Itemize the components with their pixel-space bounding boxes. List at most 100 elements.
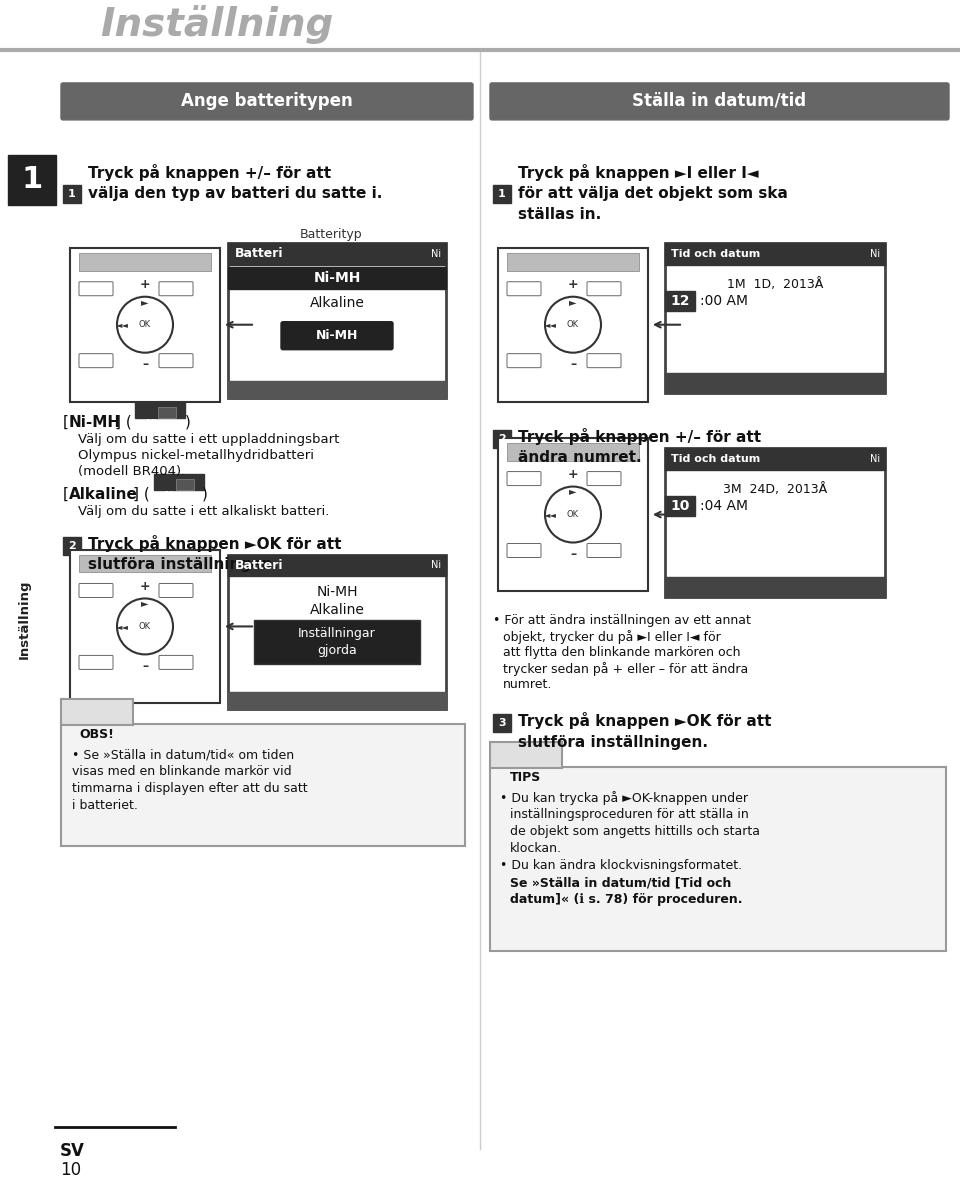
FancyBboxPatch shape [587, 354, 621, 368]
Text: Inställning: Inställning [100, 5, 333, 44]
FancyBboxPatch shape [665, 578, 885, 598]
Text: Alkaline: Alkaline [309, 296, 365, 310]
FancyBboxPatch shape [498, 247, 648, 401]
Text: trycker sedan på + eller – för att ändra: trycker sedan på + eller – för att ändra [503, 662, 748, 676]
Text: 10: 10 [60, 1162, 82, 1179]
Text: 24TIM: 24TIM [851, 398, 880, 407]
Text: Tryck på knappen ►I eller I◄
för att välja det objekt som ska
ställas in.: Tryck på knappen ►I eller I◄ för att väl… [518, 163, 788, 221]
FancyBboxPatch shape [587, 471, 621, 485]
Text: att flytta den blinkande markören och: att flytta den blinkande markören och [503, 646, 740, 659]
FancyBboxPatch shape [507, 543, 541, 558]
FancyBboxPatch shape [507, 471, 541, 485]
Text: ◄◄: ◄◄ [543, 320, 557, 329]
FancyBboxPatch shape [498, 438, 648, 592]
Text: 2: 2 [498, 433, 506, 444]
FancyBboxPatch shape [490, 83, 949, 120]
Text: • Se »Ställa in datum/tid« om tiden: • Se »Ställa in datum/tid« om tiden [72, 748, 294, 761]
FancyBboxPatch shape [493, 430, 511, 448]
Text: Ni-MH: Ni-MH [313, 271, 361, 284]
Text: :04 AM: :04 AM [700, 498, 748, 513]
Text: Välj om du satte i ett uppladdningsbart: Välj om du satte i ett uppladdningsbart [78, 432, 340, 445]
Text: Tid och datum: Tid och datum [671, 249, 760, 259]
Text: OK: OK [139, 622, 151, 631]
Text: i batteriet.: i batteriet. [72, 799, 138, 812]
Text: timmarna i displayen efter att du satt: timmarna i displayen efter att du satt [72, 783, 307, 796]
FancyBboxPatch shape [79, 252, 211, 271]
FancyBboxPatch shape [507, 252, 639, 271]
Text: ►: ► [569, 487, 577, 496]
FancyBboxPatch shape [61, 725, 465, 847]
Text: Batterityp: Batterityp [300, 227, 363, 240]
FancyBboxPatch shape [281, 322, 393, 349]
Text: Batteri: Batteri [235, 247, 283, 260]
Text: ] (: ] ( [133, 487, 150, 502]
Text: • Du kan trycka på ►OK-knappen under: • Du kan trycka på ►OK-knappen under [500, 791, 748, 805]
Text: • För att ändra inställningen av ett annat: • För att ändra inställningen av ett ann… [493, 614, 751, 628]
FancyBboxPatch shape [70, 247, 220, 401]
Text: Inställning: Inställning [17, 580, 31, 659]
Text: –: – [570, 359, 576, 371]
Text: ◄◄: ◄◄ [115, 320, 129, 329]
FancyBboxPatch shape [228, 554, 446, 577]
Text: 1: 1 [68, 188, 76, 199]
Text: TILLBAKA: TILLBAKA [671, 603, 717, 612]
Text: ►: ► [141, 598, 149, 609]
FancyBboxPatch shape [159, 354, 193, 368]
Text: Tryck på knappen +/– för att
välja den typ av batteri du satte i.: Tryck på knappen +/– för att välja den t… [88, 163, 382, 201]
Text: 3M  24D,  2013Å: 3M 24D, 2013Å [723, 483, 828, 496]
Text: Ni-MH: Ni-MH [69, 414, 121, 430]
Text: 1: 1 [21, 166, 42, 194]
FancyBboxPatch shape [490, 742, 562, 768]
FancyBboxPatch shape [228, 381, 446, 398]
Text: [: [ [63, 414, 69, 430]
Text: +: + [567, 278, 578, 291]
Text: Inställningar
gjorda: Inställningar gjorda [299, 628, 376, 657]
FancyBboxPatch shape [665, 448, 885, 598]
Text: [: [ [63, 487, 69, 502]
FancyBboxPatch shape [507, 443, 639, 461]
Text: Alkaline: Alkaline [309, 604, 365, 617]
Text: Ni: Ni [431, 249, 441, 259]
Text: Se »Ställa in datum/tid [Tid och: Se »Ställa in datum/tid [Tid och [510, 876, 732, 889]
Text: 24TIM: 24TIM [851, 603, 880, 612]
Text: TILLBAKA: TILLBAKA [671, 398, 717, 407]
FancyBboxPatch shape [493, 185, 511, 202]
Text: Olympus nickel-metallhydridbatteri: Olympus nickel-metallhydridbatteri [78, 449, 314, 462]
Text: • Du kan ändra klockvisningsformatet.: • Du kan ändra klockvisningsformatet. [500, 860, 742, 873]
FancyBboxPatch shape [490, 767, 946, 951]
FancyBboxPatch shape [135, 401, 185, 418]
Text: Tid och datum: Tid och datum [671, 453, 760, 464]
Text: Välj om du satte i ett alkaliskt batteri.: Välj om du satte i ett alkaliskt batteri… [78, 504, 329, 517]
FancyBboxPatch shape [159, 656, 193, 669]
FancyBboxPatch shape [665, 243, 885, 265]
Text: datum]« (ℹ s. 78) för proceduren.: datum]« (ℹ s. 78) för proceduren. [510, 893, 742, 906]
Text: Tryck på knappen +/– för att
ändra numret.: Tryck på knappen +/– för att ändra numre… [518, 427, 761, 465]
Text: –: – [570, 548, 576, 561]
FancyBboxPatch shape [79, 584, 113, 598]
FancyBboxPatch shape [63, 536, 81, 554]
Text: Alkaline: Alkaline [69, 487, 138, 502]
Text: OK: OK [567, 510, 579, 519]
Text: Ni: Ni [431, 560, 441, 571]
Text: +: + [140, 278, 151, 291]
Text: 1M  1D,  2013Å: 1M 1D, 2013Å [727, 278, 823, 291]
FancyBboxPatch shape [79, 554, 211, 573]
Text: 3: 3 [498, 719, 506, 728]
FancyBboxPatch shape [665, 291, 695, 310]
Text: ): ) [185, 414, 191, 430]
Text: Ni: Ni [870, 249, 880, 259]
FancyBboxPatch shape [61, 83, 473, 120]
Text: –: – [142, 659, 148, 673]
Text: 10: 10 [670, 498, 689, 513]
Text: 1: 1 [498, 188, 506, 199]
FancyBboxPatch shape [665, 448, 885, 470]
Text: ►mM: ►mM [233, 400, 258, 411]
Text: ): ) [202, 487, 208, 502]
Text: Ni: Ni [870, 453, 880, 464]
FancyBboxPatch shape [507, 354, 541, 368]
Text: inställningsproceduren för att ställa in: inställningsproceduren för att ställa in [510, 809, 749, 822]
FancyBboxPatch shape [63, 185, 81, 202]
Text: Tryck på knappen ►OK för att
slutföra inställningen.: Tryck på knappen ►OK för att slutföra in… [518, 713, 772, 749]
Text: Ange batteritypen: Ange batteritypen [181, 92, 353, 110]
FancyBboxPatch shape [79, 354, 113, 368]
